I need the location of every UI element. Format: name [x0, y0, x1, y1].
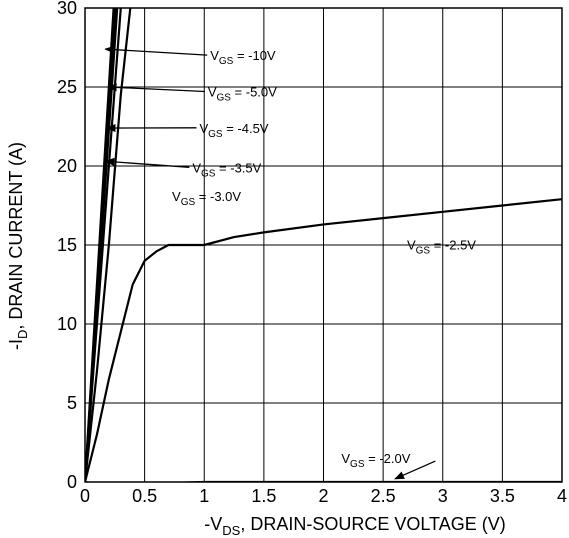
- x-tick-label: 0.5: [132, 486, 157, 506]
- x-axis-title: -VDS, DRAIN-SOURCE VOLTAGE (V): [204, 514, 505, 538]
- curve-label: VGS = -3.0V: [172, 189, 241, 208]
- tick-labels: 0 0.5 1 1.5 2 2.5 3 3.5 4 0 5 10 15 20 25 30: [57, 0, 567, 506]
- x-tick-label: 2.5: [371, 486, 396, 506]
- y-tick-label: 5: [67, 393, 77, 413]
- curve-label: VGS = -2.0V: [341, 451, 410, 470]
- curve-label: VGS = -2.5V: [407, 238, 476, 257]
- x-tick-label: 3.5: [490, 486, 515, 506]
- curve-label: VGS = -10V: [210, 48, 276, 67]
- x-tick-label: 3: [438, 486, 448, 506]
- curve-label: VGS = -5.0V: [208, 84, 277, 103]
- x-tick-label: 1: [199, 486, 209, 506]
- x-tick-label: 0: [80, 486, 90, 506]
- label-arrow: [106, 83, 205, 93]
- y-tick-label: 25: [57, 77, 77, 97]
- y-tick-label: 15: [57, 235, 77, 255]
- curve-label: VGS = -4.5V: [199, 121, 268, 140]
- y-tick-label: 10: [57, 314, 77, 334]
- y-tick-label: 0: [67, 472, 77, 492]
- y-tick-label: 20: [57, 156, 77, 176]
- x-tick-label: 2: [318, 486, 328, 506]
- x-tick-label: 1.5: [251, 486, 276, 506]
- label-arrow: [394, 460, 436, 480]
- y-axis-title: -ID, DRAIN CURRENT (A): [6, 142, 30, 350]
- x-tick-label: 4: [557, 486, 567, 506]
- label-arrow: [104, 45, 208, 56]
- curve-labels: VGS = -10V VGS = -5.0V VGS = -4.5V VGS = -3…: [104, 45, 476, 480]
- curve-vgs-2-5: [85, 198, 562, 482]
- curve-label: VGS = -3.5V: [192, 160, 261, 179]
- y-tick-label: 30: [57, 0, 77, 18]
- grid: [84, 7, 563, 483]
- label-arrow: [104, 157, 190, 168]
- curve-vgs-3-0: [85, 8, 132, 482]
